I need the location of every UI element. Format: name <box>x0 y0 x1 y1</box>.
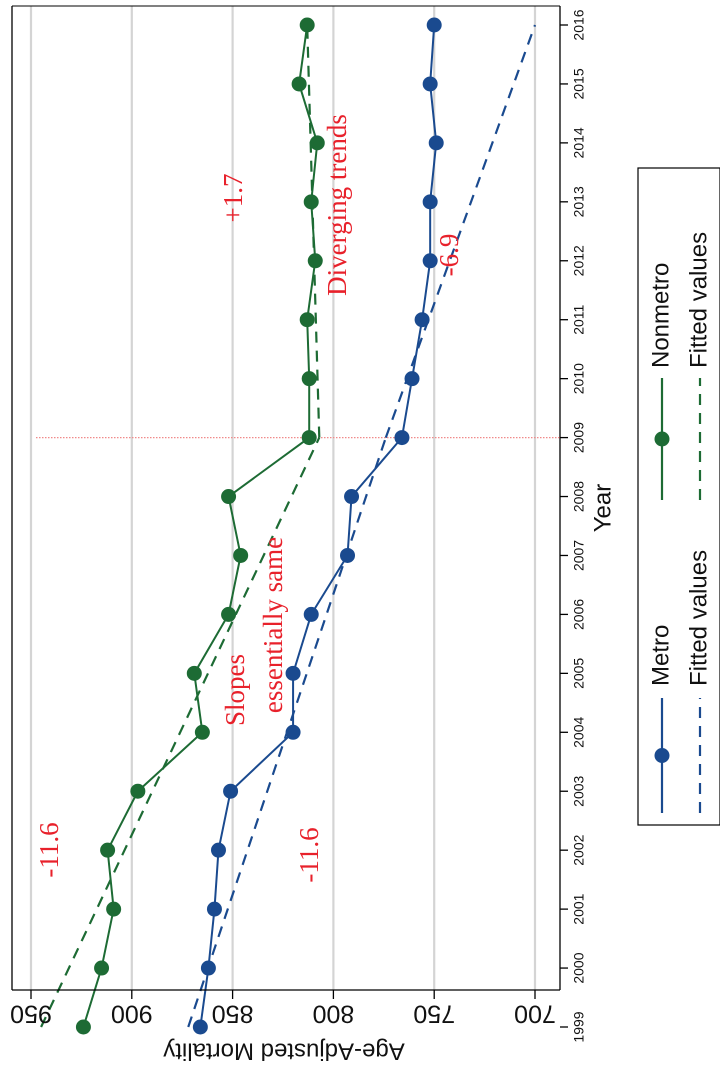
data-point-metro <box>422 253 438 269</box>
annotation-slopes: Slopes <box>220 654 250 726</box>
x-axis: 1999 2000 2001 2002 2003 2004 2005 2006 2007 2008… <box>560 9 587 1043</box>
fitted-line-segment <box>384 24 537 438</box>
x-tick-label: 2013 <box>571 186 587 217</box>
legend: Metro Fitted values Nonmetro Fitted valu… <box>637 167 720 826</box>
fitted-line-segment <box>306 24 321 438</box>
series-line-nonmetro <box>82 24 319 1028</box>
annotation-essentially-same: essentially same <box>258 537 288 713</box>
data-point-nonmetro <box>299 17 315 33</box>
data-point-metro <box>414 312 430 328</box>
data-point-nonmetro <box>309 135 325 151</box>
data-point-metro <box>206 901 222 917</box>
data-point-nonmetro <box>130 783 146 799</box>
series-line-metro <box>199 24 438 1028</box>
annotation-nonmetro-post-slope: +1.7 <box>218 174 248 223</box>
x-tick-label: 2007 <box>571 540 587 571</box>
x-tick-label: 2002 <box>571 834 587 865</box>
x-tick-label: 2001 <box>571 893 587 924</box>
legend-marker-nonmetro <box>654 431 670 447</box>
x-tick-label: 1999 <box>571 1011 587 1042</box>
legend-entry-nonmetro-fitted: Fitted values <box>685 232 712 500</box>
x-tick-label: 2014 <box>571 127 587 158</box>
data-point-metro <box>285 665 301 681</box>
y-axis-title: Age-Adjusted Mortality <box>163 1038 404 1065</box>
data-point-nonmetro <box>100 842 116 858</box>
data-point-nonmetro <box>291 76 307 92</box>
data-point-nonmetro <box>233 547 249 563</box>
annotation-nonmetro-pre-slope: -11.6 <box>34 822 64 877</box>
x-tick-label: 2003 <box>571 775 587 806</box>
annotations: -11.6 -11.6 Slopes essentially same +1.7… <box>34 114 464 882</box>
data-point-nonmetro <box>301 371 317 387</box>
x-tick-label: 2009 <box>571 422 587 453</box>
x-tick-label: 2004 <box>571 717 587 748</box>
annotation-metro-pre-slope: -11.6 <box>294 827 324 882</box>
data-point-nonmetro <box>221 489 237 505</box>
data-point-nonmetro <box>75 1019 91 1035</box>
legend-label-metro-fitted: Fitted values <box>685 550 712 686</box>
legend-entry-nonmetro: Nonmetro <box>647 263 674 500</box>
legend-marker-metro <box>654 748 670 763</box>
x-tick-label: 2008 <box>571 481 587 512</box>
data-point-nonmetro <box>106 901 122 917</box>
annotation-diverging-trends: Diverging trends <box>322 114 352 296</box>
data-point-nonmetro <box>194 724 210 740</box>
legend-label-nonmetro: Nonmetro <box>647 263 674 368</box>
x-tick-label: 2000 <box>571 952 587 983</box>
data-point-nonmetro <box>301 430 317 446</box>
data-point-nonmetro <box>307 253 323 269</box>
fitted-line-segment <box>187 437 387 1028</box>
data-point-metro <box>223 783 239 799</box>
legend-label-metro: Metro <box>647 625 674 686</box>
y-tick-label: 700 <box>514 999 556 1027</box>
series-layer <box>40 17 537 1035</box>
data-point-metro <box>340 547 356 563</box>
data-point-metro <box>210 842 226 858</box>
y-axis: 700 750 800 850 900 950 <box>10 989 560 1027</box>
data-point-metro <box>426 17 442 33</box>
x-tick-label: 2012 <box>571 245 587 276</box>
data-point-nonmetro <box>303 194 319 210</box>
legend-box <box>637 167 720 826</box>
y-tick-label: 800 <box>313 999 355 1027</box>
data-point-metro <box>192 1019 208 1035</box>
y-tick-label: 750 <box>413 999 455 1027</box>
data-point-metro <box>422 76 438 92</box>
x-tick-label: 2005 <box>571 658 587 689</box>
x-tick-label: 2010 <box>571 363 587 394</box>
y-tick-label: 950 <box>10 999 52 1027</box>
data-point-nonmetro <box>94 960 110 976</box>
legend-entry-metro: Metro <box>647 625 674 813</box>
data-point-metro <box>285 724 301 740</box>
data-point-nonmetro <box>299 312 315 328</box>
data-point-nonmetro <box>221 606 237 622</box>
legend-label-nonmetro-fitted: Fitted values <box>685 232 712 368</box>
legend-entry-metro-fitted: Fitted values <box>685 550 712 813</box>
data-point-metro <box>394 430 410 446</box>
x-tick-label: 2011 <box>571 304 587 334</box>
y-tick-label: 850 <box>212 999 254 1027</box>
grid-lines <box>29 6 537 990</box>
data-point-nonmetro <box>186 665 202 681</box>
data-point-metro <box>422 194 438 210</box>
x-tick-label: 2006 <box>571 599 587 630</box>
fitted-line-segment <box>40 437 321 1028</box>
data-point-metro <box>344 489 360 505</box>
x-axis-title: Year <box>589 484 616 533</box>
y-tick-label: 900 <box>111 999 153 1027</box>
annotation-metro-post-slope: -6.9 <box>434 234 464 277</box>
data-point-metro <box>428 135 444 151</box>
data-point-metro <box>303 606 319 622</box>
x-tick-label: 2016 <box>571 9 587 40</box>
x-tick-label: 2015 <box>571 68 587 99</box>
